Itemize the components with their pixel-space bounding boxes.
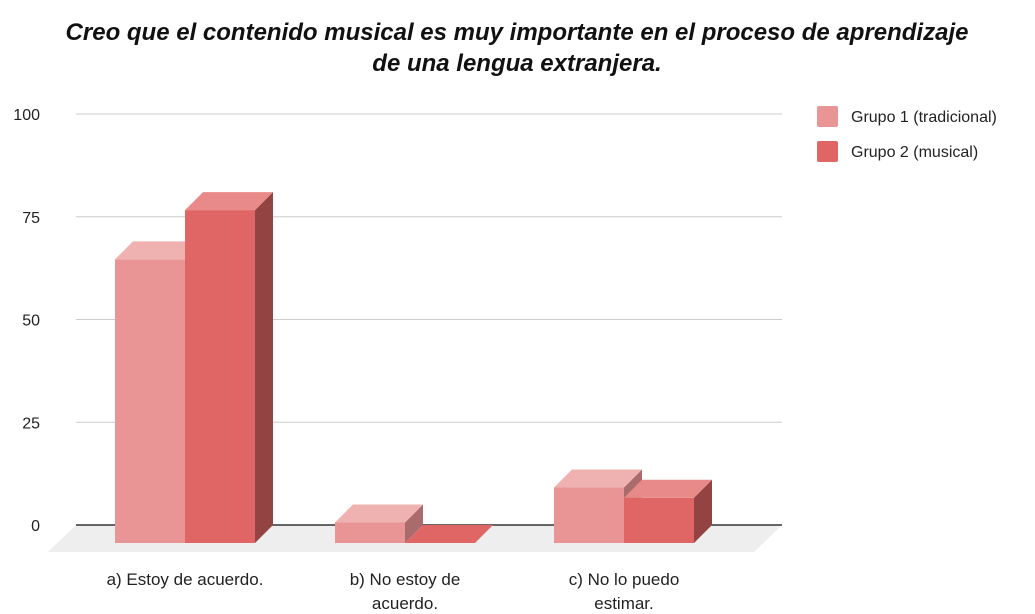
bar-side [255,192,273,543]
bar [185,192,273,543]
bar-front [335,522,405,543]
x-category-label: acuerdo. [372,594,438,613]
bar [405,525,493,543]
bars [115,192,712,543]
bar-front [185,210,255,543]
legend: Grupo 1 (tradicional) Grupo 2 (musical) [817,106,997,162]
x-category-label: a) Estoy de acuerdo. [107,570,264,589]
bar-top [554,469,642,488]
chart-title: Creo que el contenido musical es muy imp… [66,19,969,77]
legend-swatch [817,141,838,162]
x-category-label: estimar. [594,594,654,613]
legend-swatch [817,106,838,127]
bar-side [405,504,423,543]
bar-top [405,525,493,543]
y-tick-label: 100 [13,107,40,124]
bar-front [624,497,694,543]
bar-front [115,259,185,543]
chart-title-line: Creo que el contenido musical es muy imp… [66,19,969,46]
y-tick-label: 50 [22,313,40,330]
x-axis-labels: a) Estoy de acuerdo. b) No estoy de acuerd… [107,570,680,613]
legend-label: Grupo 2 (musical) [851,144,978,161]
y-tick-label: 25 [22,415,40,432]
bar-top [624,479,712,498]
bar-front [554,487,624,543]
legend-label: Grupo 1 (tradicional) [851,109,997,126]
bar [335,504,423,543]
legend-item: Grupo 1 (tradicional) [817,106,997,127]
bar-side [694,479,712,543]
y-tick-label: 75 [22,210,40,227]
bar [624,479,712,543]
bar-top [335,504,423,523]
y-tick-label: 0 [31,518,40,535]
x-category-label: c) No lo puedo [569,570,680,589]
chart-title-line: de una lengua extranjera. [372,50,661,77]
bar-top [185,192,273,211]
legend-item: Grupo 2 (musical) [817,141,978,162]
x-category-label: b) No estoy de [350,570,461,589]
y-axis-ticks: 0 25 50 75 100 [13,107,40,535]
bar-top [115,241,203,260]
